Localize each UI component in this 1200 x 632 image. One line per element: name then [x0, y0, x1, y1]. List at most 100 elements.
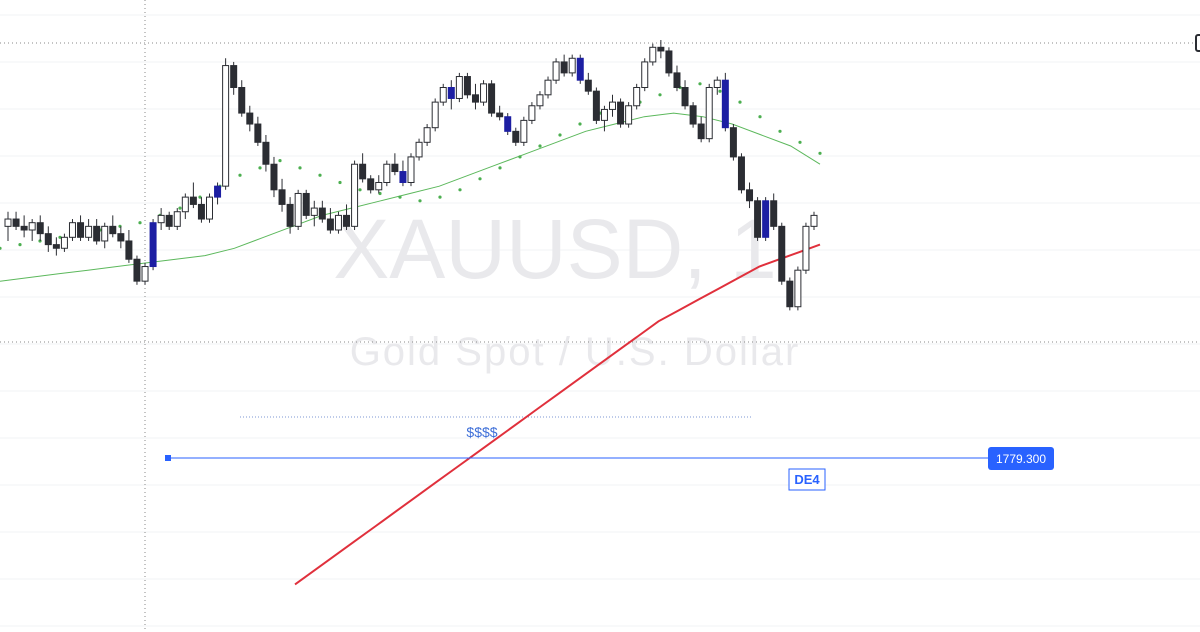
support-line-anchor[interactable]	[165, 455, 171, 461]
candle[interactable]	[480, 80, 488, 106]
candle[interactable]	[504, 113, 512, 135]
candle[interactable]	[246, 105, 254, 132]
candle[interactable]	[665, 47, 673, 77]
candle[interactable]	[125, 230, 133, 263]
candle[interactable]	[778, 222, 786, 285]
candle[interactable]	[641, 58, 649, 92]
candle[interactable]	[206, 193, 213, 223]
candle[interactable]	[117, 226, 125, 249]
candle[interactable]	[512, 127, 520, 146]
candle[interactable]	[447, 80, 455, 110]
candle[interactable]	[786, 277, 794, 311]
candle[interactable]	[431, 98, 439, 132]
candle[interactable]	[28, 219, 36, 241]
candle[interactable]	[471, 83, 479, 110]
candle[interactable]	[528, 102, 536, 125]
candle[interactable]	[318, 200, 326, 223]
scale-edge-marker[interactable]	[1195, 34, 1200, 52]
candle[interactable]	[302, 189, 310, 220]
candle[interactable]	[673, 65, 681, 92]
candle[interactable]	[746, 182, 754, 209]
candle[interactable]	[721, 72, 729, 132]
candle[interactable]	[165, 211, 173, 230]
candle[interactable]	[238, 80, 246, 117]
candle[interactable]	[568, 54, 576, 77]
candle[interactable]	[133, 255, 141, 285]
candle[interactable]	[681, 80, 689, 110]
candle[interactable]	[625, 102, 633, 128]
candle[interactable]	[697, 116, 705, 143]
candle[interactable]	[60, 233, 68, 252]
candle[interactable]	[44, 226, 52, 252]
candle[interactable]	[609, 94, 616, 117]
candle[interactable]	[383, 160, 391, 187]
candle[interactable]	[334, 211, 342, 234]
candle[interactable]	[600, 105, 608, 132]
candle[interactable]	[737, 153, 745, 194]
candle[interactable]	[423, 124, 431, 146]
candle[interactable]	[794, 266, 802, 311]
candle[interactable]	[463, 72, 471, 99]
candle[interactable]	[101, 222, 109, 249]
candle[interactable]	[713, 76, 721, 95]
candle[interactable]	[181, 193, 189, 220]
candle[interactable]	[520, 116, 528, 146]
candle[interactable]	[270, 156, 278, 198]
candle[interactable]	[189, 182, 197, 209]
candle[interactable]	[810, 211, 818, 230]
candle[interactable]	[286, 197, 294, 234]
candle[interactable]	[4, 211, 12, 241]
candle[interactable]	[544, 76, 552, 99]
candle[interactable]	[399, 160, 407, 187]
candle[interactable]	[343, 204, 351, 230]
candle[interactable]	[197, 197, 205, 223]
candle[interactable]	[657, 40, 665, 59]
candle[interactable]	[20, 215, 28, 238]
candle[interactable]	[536, 91, 544, 110]
candle[interactable]	[173, 208, 181, 230]
candle[interactable]	[109, 215, 117, 238]
candle[interactable]	[367, 175, 375, 194]
candle[interactable]	[254, 116, 262, 146]
candle[interactable]	[488, 80, 496, 117]
candle[interactable]	[689, 102, 697, 128]
candle[interactable]	[214, 182, 222, 205]
candle[interactable]	[375, 175, 383, 194]
candle[interactable]	[262, 135, 270, 172]
candle[interactable]	[157, 208, 165, 230]
candle[interactable]	[584, 72, 592, 95]
candle[interactable]	[439, 83, 447, 106]
candle[interactable]	[770, 193, 778, 230]
candle[interactable]	[222, 58, 230, 190]
candle[interactable]	[351, 160, 359, 230]
candle[interactable]	[326, 208, 334, 234]
candle[interactable]	[85, 219, 93, 241]
candle[interactable]	[12, 211, 20, 230]
candle[interactable]	[802, 222, 810, 274]
candle[interactable]	[617, 98, 625, 128]
candle[interactable]	[560, 54, 568, 77]
candle[interactable]	[149, 219, 157, 271]
candle[interactable]	[68, 219, 76, 241]
ma-long-line[interactable]	[294, 243, 821, 586]
level-tag-box[interactable]	[788, 468, 826, 491]
candle[interactable]	[576, 54, 584, 84]
candle[interactable]	[552, 58, 560, 84]
candle[interactable]	[455, 72, 463, 103]
candle[interactable]	[705, 83, 713, 143]
candle[interactable]	[93, 219, 101, 245]
candle[interactable]	[729, 124, 737, 161]
candle[interactable]	[496, 105, 504, 121]
candle[interactable]	[415, 138, 423, 161]
candle[interactable]	[359, 153, 367, 183]
candle[interactable]	[633, 83, 641, 110]
candle[interactable]	[36, 215, 44, 241]
candle[interactable]	[310, 200, 318, 227]
candle[interactable]	[141, 262, 149, 285]
candle[interactable]	[391, 153, 399, 176]
candle[interactable]	[754, 197, 762, 241]
candle[interactable]	[592, 87, 600, 125]
candle[interactable]	[649, 43, 657, 66]
